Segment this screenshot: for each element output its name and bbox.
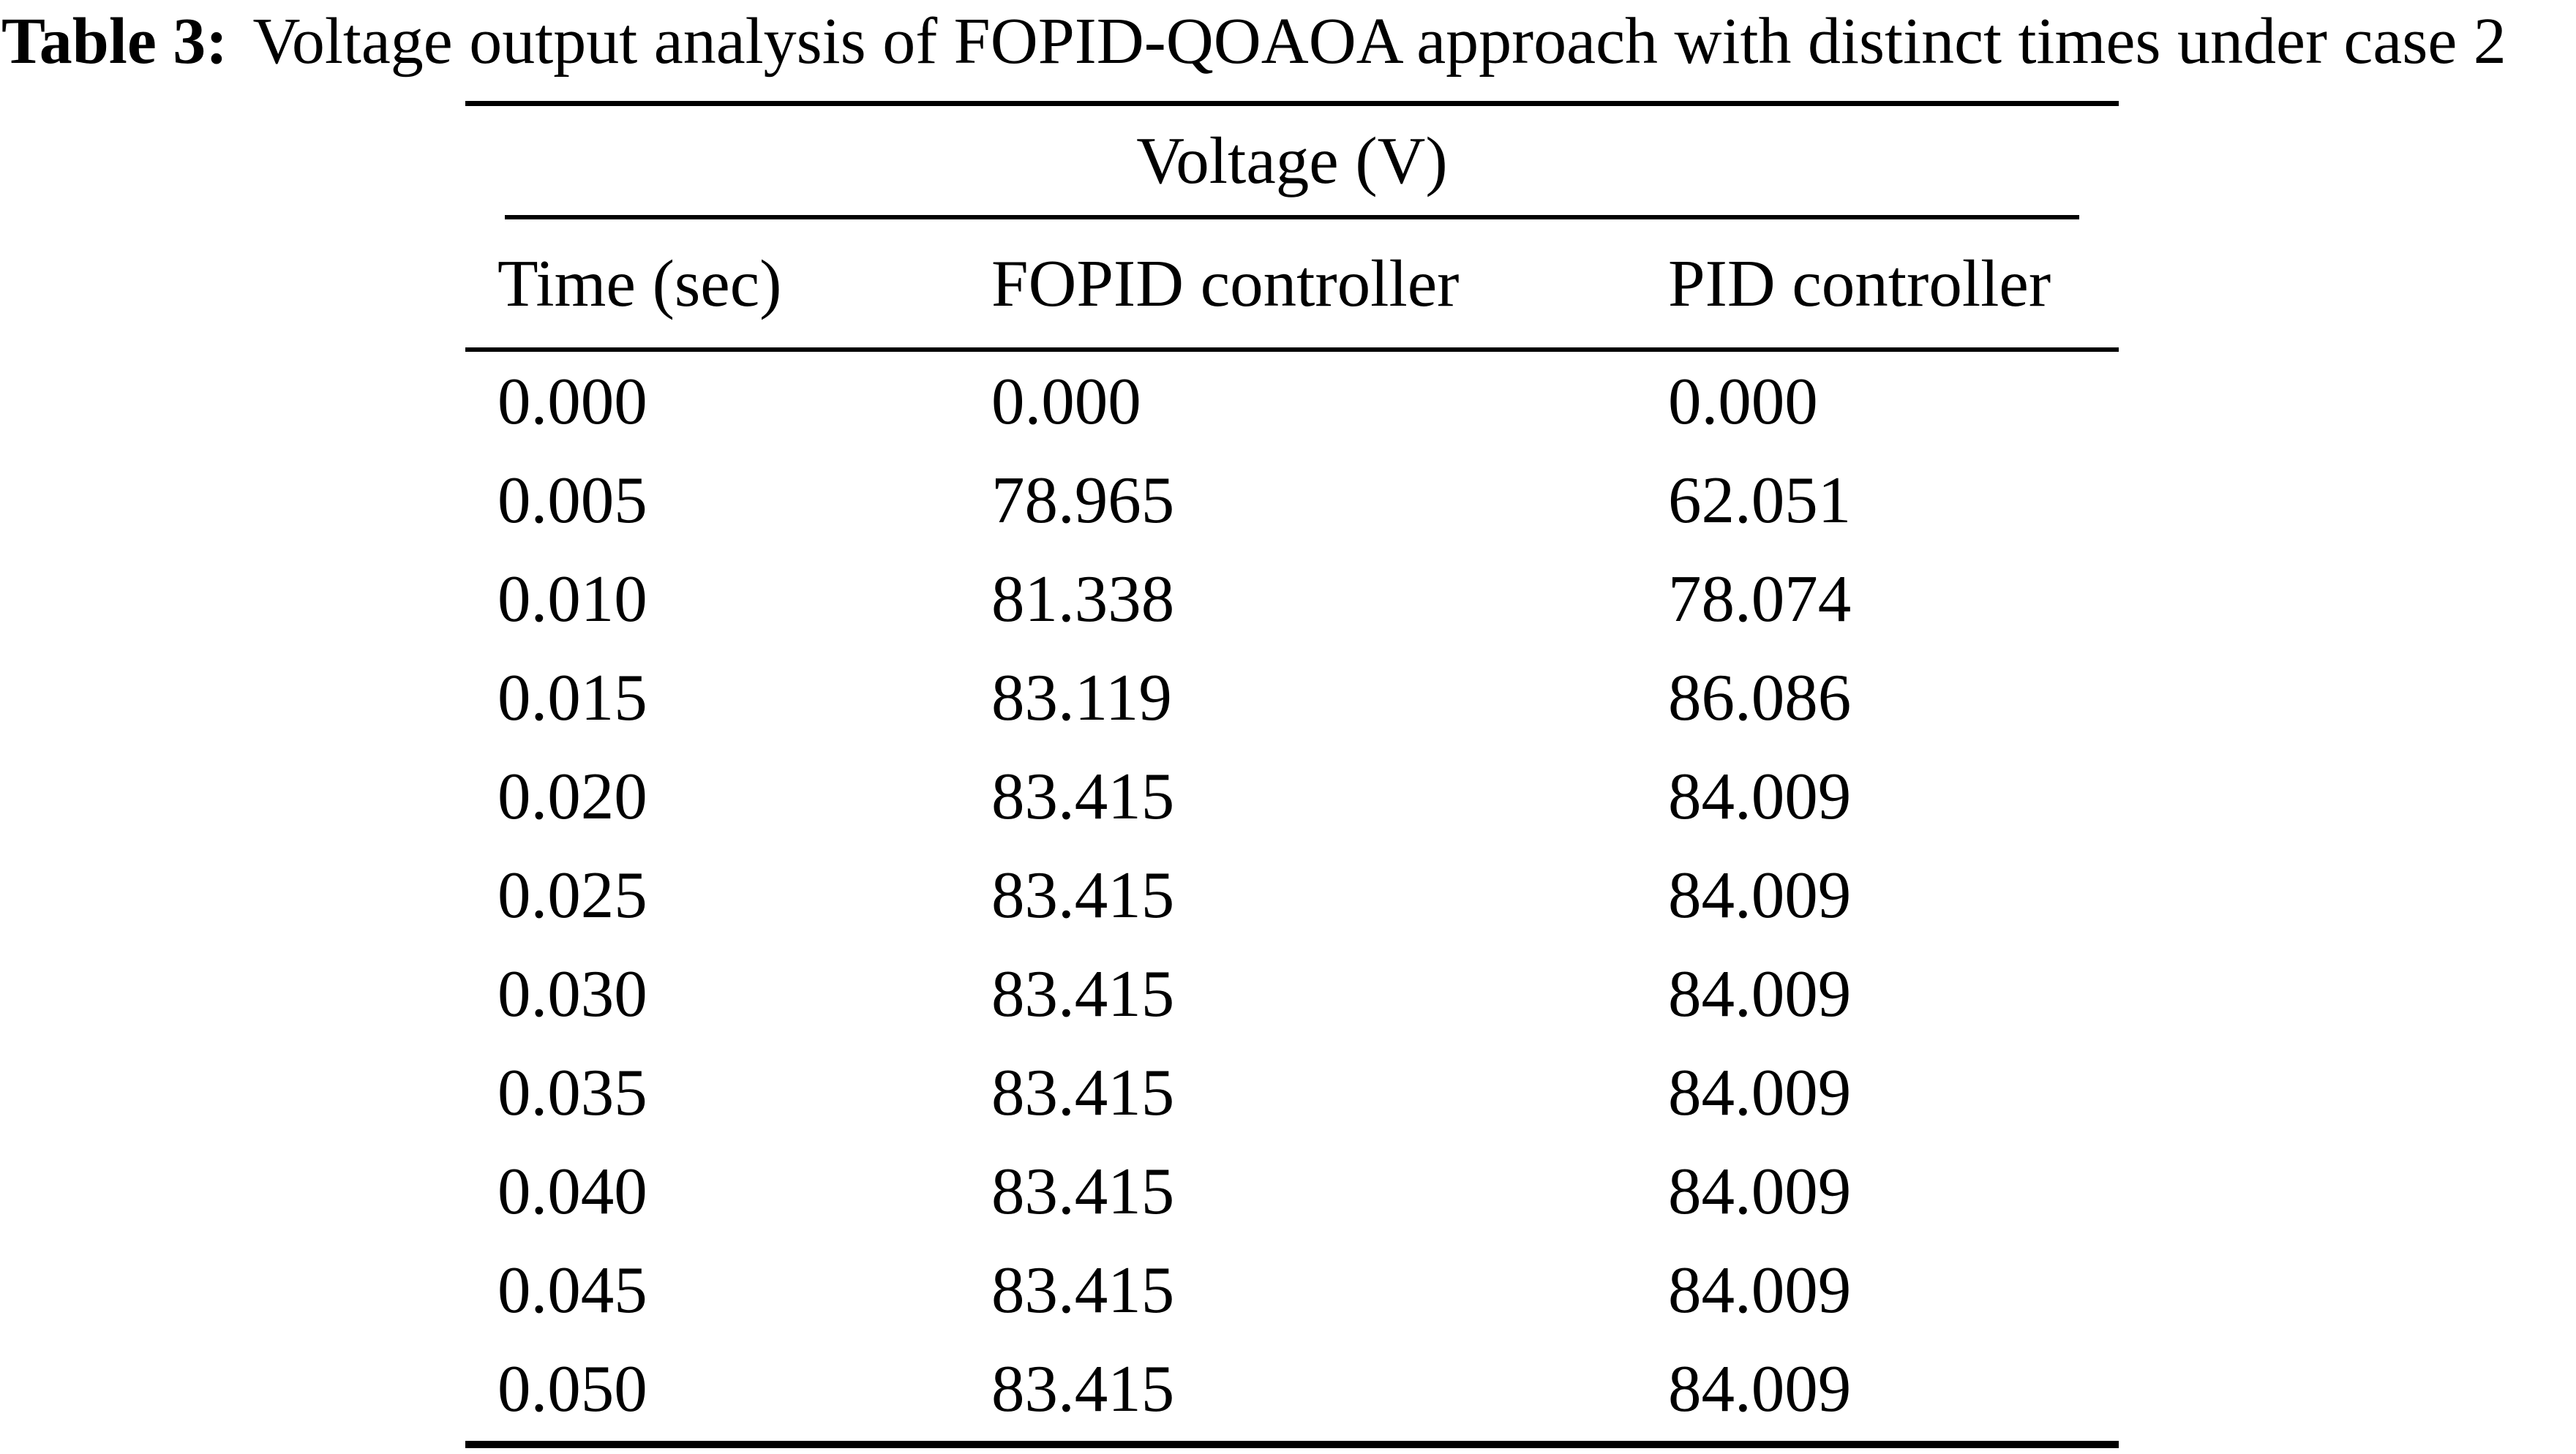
table-cell: 0.005	[497, 463, 647, 537]
table-row: 0.005 78.965 62.051	[465, 451, 2119, 549]
table-row: 0.000 0.000 0.000	[465, 352, 2119, 451]
table-caption-label: Table 3:	[1, 5, 228, 78]
data-table: Voltage (V) Time (sec) FOPID controller …	[465, 101, 2119, 1450]
table-header-row: Time (sec) FOPID controller PID controll…	[465, 219, 2119, 347]
table-cell: 84.009	[1668, 858, 1852, 932]
column-header-pid: PID controller	[1668, 246, 2051, 320]
table-cell: 0.000	[991, 364, 1141, 438]
table-top-rule	[465, 101, 2119, 106]
table-cell: 84.009	[1668, 1352, 1852, 1425]
table-cell: 83.415	[991, 858, 1175, 932]
table-body: 0.000 0.000 0.000 0.005 78.965 62.051 0.010 81.…	[465, 352, 2119, 1438]
table-row: 0.015 83.119 86.086	[465, 648, 2119, 747]
table-cell: 0.050	[497, 1352, 647, 1425]
table-cell: 86.086	[1668, 660, 1852, 734]
table-cell: 62.051	[1668, 463, 1852, 537]
table-cell: 78.074	[1668, 562, 1852, 636]
table-spanner-rule	[505, 215, 2079, 219]
table-cell: 84.009	[1668, 1253, 1852, 1327]
column-header-time: Time (sec)	[497, 246, 782, 320]
table-cell: 83.415	[991, 1154, 1175, 1228]
table-cell: 83.415	[991, 1055, 1175, 1129]
table-cell: 0.025	[497, 858, 647, 932]
table-row: 0.025 83.415 84.009	[465, 845, 2119, 944]
table-cell: 0.035	[497, 1055, 647, 1129]
table-cell: 84.009	[1668, 957, 1852, 1031]
table-cell: 0.030	[497, 957, 647, 1031]
table-cell: 0.000	[497, 364, 647, 438]
table-cell: 84.009	[1668, 759, 1852, 833]
table-cell: 81.338	[991, 562, 1175, 636]
table-caption: Table 3: Voltage output analysis of FOPID…	[1, 1, 2575, 82]
table-row: 0.045 83.415 84.009	[465, 1240, 2119, 1339]
table-row: 0.040 83.415 84.009	[465, 1142, 2119, 1240]
table-cell: 83.415	[991, 957, 1175, 1031]
table-header-rule	[465, 347, 2119, 352]
table-cell: 83.119	[991, 660, 1172, 734]
table-cell: 78.965	[991, 463, 1175, 537]
table-cell: 83.415	[991, 1253, 1175, 1327]
table-row: 0.010 81.338 78.074	[465, 549, 2119, 648]
table-cell: 84.009	[1668, 1154, 1852, 1228]
table-row: 0.050 83.415 84.009	[465, 1339, 2119, 1438]
table-cell: 83.415	[991, 1352, 1175, 1425]
column-header-fopid: FOPID controller	[991, 246, 1460, 320]
table-row: 0.030 83.415 84.009	[465, 944, 2119, 1043]
table-cell: 0.040	[497, 1154, 647, 1228]
table-cell: 0.045	[497, 1253, 647, 1327]
table-cell: 0.015	[497, 660, 647, 734]
table-caption-text: Voltage output analysis of FOPID-QOAOA a…	[252, 5, 2506, 78]
table-spanner-header: Voltage (V)	[1136, 124, 1448, 197]
table-bottom-rule	[465, 1441, 2119, 1448]
table-cell: 0.010	[497, 562, 647, 636]
table-row: 0.020 83.415 84.009	[465, 747, 2119, 845]
table-cell: 83.415	[991, 759, 1175, 833]
table-row: 0.035 83.415 84.009	[465, 1043, 2119, 1142]
table-cell: 0.000	[1668, 364, 1818, 438]
table-cell: 0.020	[497, 759, 647, 833]
table-cell: 84.009	[1668, 1055, 1852, 1129]
